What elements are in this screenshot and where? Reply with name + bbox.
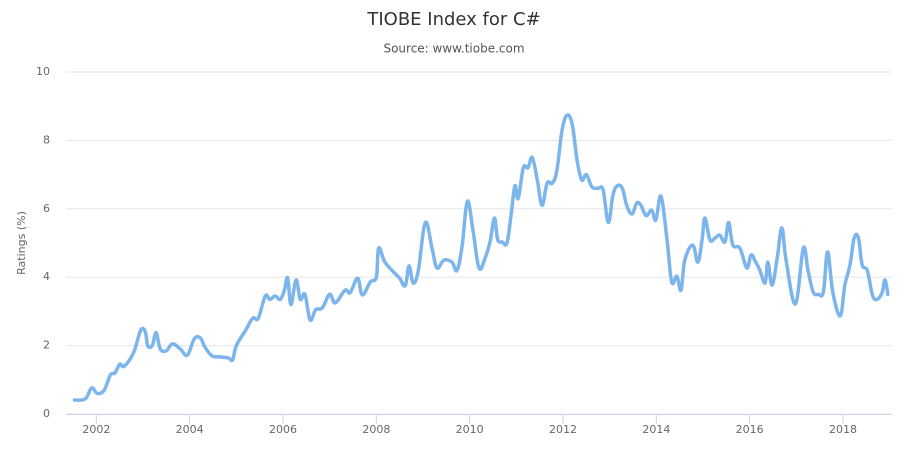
y-tick-label: 2 bbox=[43, 339, 50, 352]
chart-subtitle: Source: www.tiobe.com bbox=[383, 42, 524, 56]
x-tick-label: 2012 bbox=[549, 423, 577, 436]
y-tick-label: 8 bbox=[43, 133, 50, 146]
x-tick-label: 2010 bbox=[456, 423, 484, 436]
y-tick-label: 6 bbox=[43, 202, 50, 215]
y-axis-label: Ratings (%) bbox=[15, 211, 28, 275]
y-tick-label: 4 bbox=[43, 270, 50, 283]
x-tick-label: 2014 bbox=[642, 423, 670, 436]
data-line bbox=[72, 113, 890, 402]
x-tick-label: 2004 bbox=[176, 423, 204, 436]
y-tick-label: 10 bbox=[36, 65, 50, 78]
chart-title: TIOBE Index for C# bbox=[366, 9, 540, 30]
x-tick-label: 2002 bbox=[82, 423, 110, 436]
y-tick-label: 0 bbox=[43, 407, 50, 420]
x-tick-label: 2006 bbox=[269, 423, 297, 436]
x-tick-label: 2018 bbox=[829, 423, 857, 436]
x-tick-label: 2008 bbox=[362, 423, 390, 436]
x-tick-label: 2016 bbox=[736, 423, 764, 436]
